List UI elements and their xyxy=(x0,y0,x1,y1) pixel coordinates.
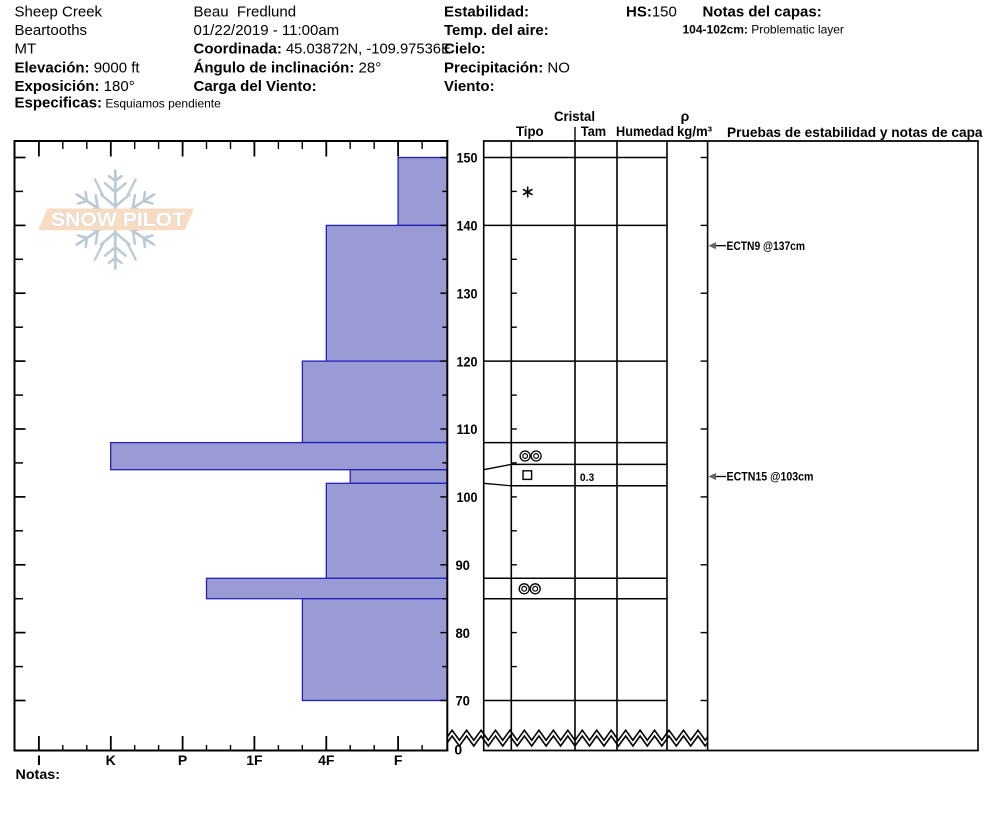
svg-text:Notas:: Notas: xyxy=(16,767,61,782)
svg-text:110: 110 xyxy=(457,421,478,437)
svg-text:Beau Fredlund: Beau Fredlund xyxy=(194,4,297,21)
svg-text:Carga del Viento:: Carga del Viento: xyxy=(194,78,317,95)
svg-text:Tam: Tam xyxy=(581,123,606,139)
svg-text:80: 80 xyxy=(455,625,470,641)
svg-text:Exposición: 180°: Exposición: 180° xyxy=(15,78,135,95)
svg-text:F: F xyxy=(394,752,403,768)
svg-text:Pruebas de estabilidad y notas: Pruebas de estabilidad y notas de capa xyxy=(727,124,983,140)
svg-text:I: I xyxy=(37,752,41,768)
svg-text:150: 150 xyxy=(457,150,478,166)
svg-text:0.3: 0.3 xyxy=(580,472,594,484)
svg-text:ECTN15 @103cm: ECTN15 @103cm xyxy=(727,470,814,484)
svg-text:Beartooths: Beartooths xyxy=(15,22,88,39)
svg-text:Especificas: Esquiamos pendien: Especificas: Esquiamos pendiente xyxy=(15,95,222,112)
svg-text:130: 130 xyxy=(457,285,478,301)
svg-text:K: K xyxy=(106,752,116,768)
svg-text:Tipo: Tipo xyxy=(516,123,544,139)
svg-text:ρ: ρ xyxy=(681,108,690,124)
svg-text:100: 100 xyxy=(457,489,478,505)
svg-text:P: P xyxy=(178,752,187,768)
svg-text:0: 0 xyxy=(454,742,462,758)
svg-text:140: 140 xyxy=(457,218,478,234)
svg-text:Cristal: Cristal xyxy=(554,108,595,124)
svg-text:1F: 1F xyxy=(246,752,263,768)
svg-text:MT: MT xyxy=(15,41,37,58)
svg-text:01/22/2019 - 11:00am: 01/22/2019 - 11:00am xyxy=(194,22,340,39)
svg-text:120: 120 xyxy=(457,353,478,369)
svg-text:SNOW PILOT: SNOW PILOT xyxy=(51,209,185,231)
svg-text:Cielo:: Cielo: xyxy=(444,41,486,58)
svg-text:Sheep Creek: Sheep Creek xyxy=(15,4,103,21)
svg-text:Estabilidad:: Estabilidad: xyxy=(444,4,529,21)
svg-text:kg/m³: kg/m³ xyxy=(677,123,712,139)
svg-text:70: 70 xyxy=(455,693,470,709)
svg-text:4F: 4F xyxy=(318,752,335,768)
svg-text:Viento:: Viento: xyxy=(444,78,495,95)
svg-text:90: 90 xyxy=(455,557,470,573)
svg-text:104-102cm: Problematic layer: 104-102cm: Problematic layer xyxy=(683,23,844,37)
svg-text:Humedad: Humedad xyxy=(616,123,674,139)
svg-text:Precipitación: NO: Precipitación: NO xyxy=(444,60,570,77)
svg-text:Temp. del aire:: Temp. del aire: xyxy=(444,22,549,39)
svg-text:Elevación: 9000 ft: Elevación: 9000 ft xyxy=(15,60,141,77)
svg-text:Ángulo de inclinación: 28°: Ángulo de inclinación: 28° xyxy=(194,60,382,77)
svg-text:Coordinada: 45.03872N, -109.97: Coordinada: 45.03872N, -109.97536E xyxy=(194,41,451,58)
svg-text:HS:150: HS:150 xyxy=(626,4,677,21)
svg-text:ECTN9 @137cm: ECTN9 @137cm xyxy=(727,239,806,253)
svg-text:Notas del capas:: Notas del capas: xyxy=(703,4,822,21)
